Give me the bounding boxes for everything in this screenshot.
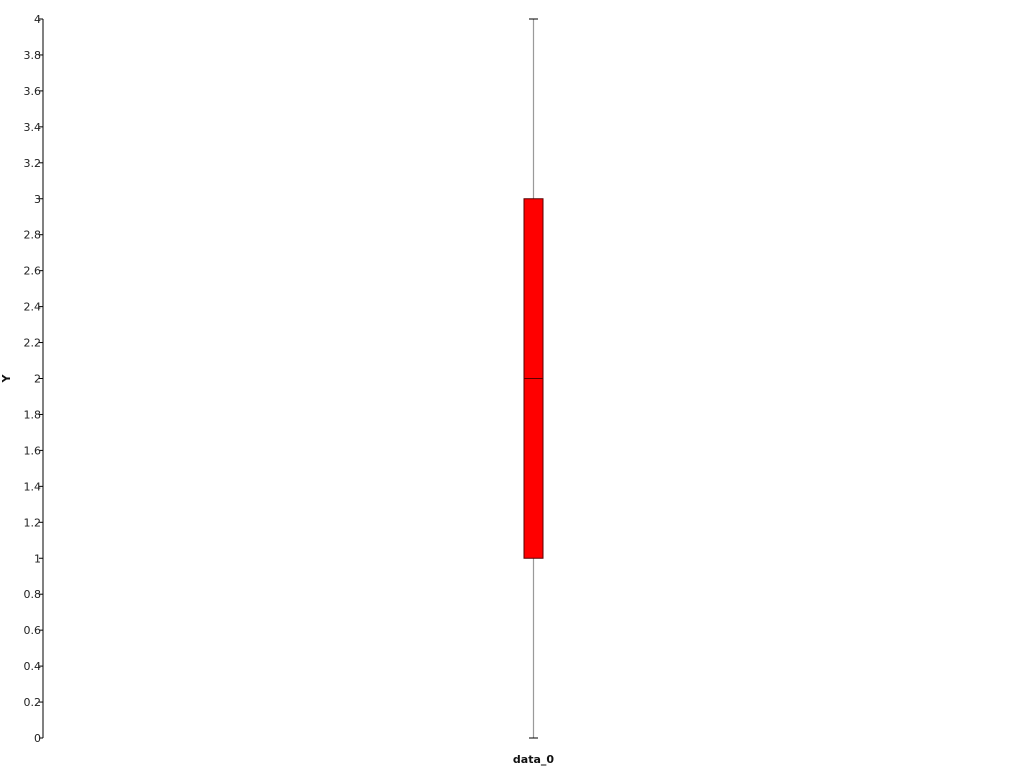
y-tick-label: 1.4 xyxy=(24,480,42,493)
y-tick-label: 3.6 xyxy=(24,85,42,98)
y-tick-label: 2.2 xyxy=(24,337,42,350)
y-tick-label: 2.6 xyxy=(24,265,42,278)
y-tick-label: 2 xyxy=(34,373,41,386)
y-tick-label: 0.8 xyxy=(24,588,42,601)
y-tick-label: 0.6 xyxy=(24,624,42,637)
x-axis: data_0 xyxy=(513,753,554,766)
y-tick-label: 3.8 xyxy=(24,49,42,62)
plot-area xyxy=(523,18,544,739)
y-tick-label: 3.4 xyxy=(24,121,42,134)
y-tick-label: 3 xyxy=(34,193,41,206)
y-tick-label: 4 xyxy=(34,13,41,26)
y-tick-label: 0 xyxy=(34,732,41,745)
y-tick-label: 1.6 xyxy=(24,444,42,457)
y-axis: 0 0.2 0.4 0.6 0.8 1 1.2 1.4 1.6 1.8 2 2.2 2.4 2.6 2.8 3… xyxy=(24,13,44,745)
y-tick-label: 1 xyxy=(34,552,41,565)
y-tick-label: 1.8 xyxy=(24,408,42,421)
y-tick-label: 2.8 xyxy=(24,229,42,242)
y-tick-label: 1.2 xyxy=(24,516,42,529)
y-tick-label: 0.2 xyxy=(24,696,42,709)
category-label: data_0 xyxy=(513,753,554,766)
y-tick-label: 2.4 xyxy=(24,301,42,314)
y-tick-label: 0.4 xyxy=(24,660,42,673)
y-tick-label: 3.2 xyxy=(24,157,42,170)
y-axis-title: Y xyxy=(0,373,13,383)
